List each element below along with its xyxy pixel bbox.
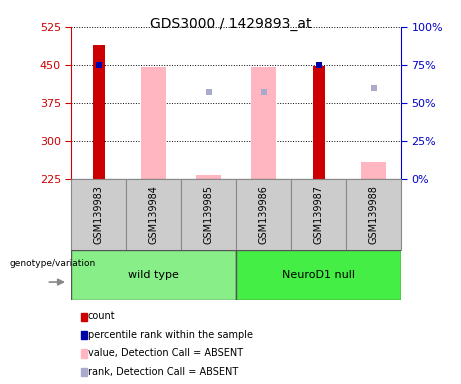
Text: GSM139984: GSM139984 [149, 185, 159, 243]
Bar [346, 179, 401, 250]
Text: percentile rank within the sample: percentile rank within the sample [88, 330, 253, 340]
Bar [142, 67, 166, 179]
Text: count: count [88, 311, 115, 321]
Bar [196, 175, 221, 179]
Bar [93, 45, 105, 179]
Bar [361, 162, 386, 179]
Text: GSM139987: GSM139987 [313, 185, 324, 243]
Text: GSM139988: GSM139988 [369, 185, 378, 243]
Text: GDS3000 / 1429893_at: GDS3000 / 1429893_at [150, 17, 311, 31]
Text: rank, Detection Call = ABSENT: rank, Detection Call = ABSENT [88, 367, 238, 377]
Bar [313, 66, 325, 179]
Bar [126, 179, 181, 250]
Bar [181, 179, 236, 250]
Bar [291, 179, 346, 250]
Bar [236, 250, 401, 300]
Text: NeuroD1 null: NeuroD1 null [282, 270, 355, 280]
Text: value, Detection Call = ABSENT: value, Detection Call = ABSENT [88, 348, 243, 358]
Text: wild type: wild type [129, 270, 179, 280]
Text: GSM139985: GSM139985 [204, 185, 214, 243]
Bar [251, 67, 276, 179]
Text: GSM139983: GSM139983 [94, 185, 104, 243]
Text: GSM139986: GSM139986 [259, 185, 269, 243]
Bar [71, 250, 236, 300]
Bar [71, 179, 126, 250]
Bar [236, 179, 291, 250]
Text: genotype/variation: genotype/variation [9, 258, 95, 268]
